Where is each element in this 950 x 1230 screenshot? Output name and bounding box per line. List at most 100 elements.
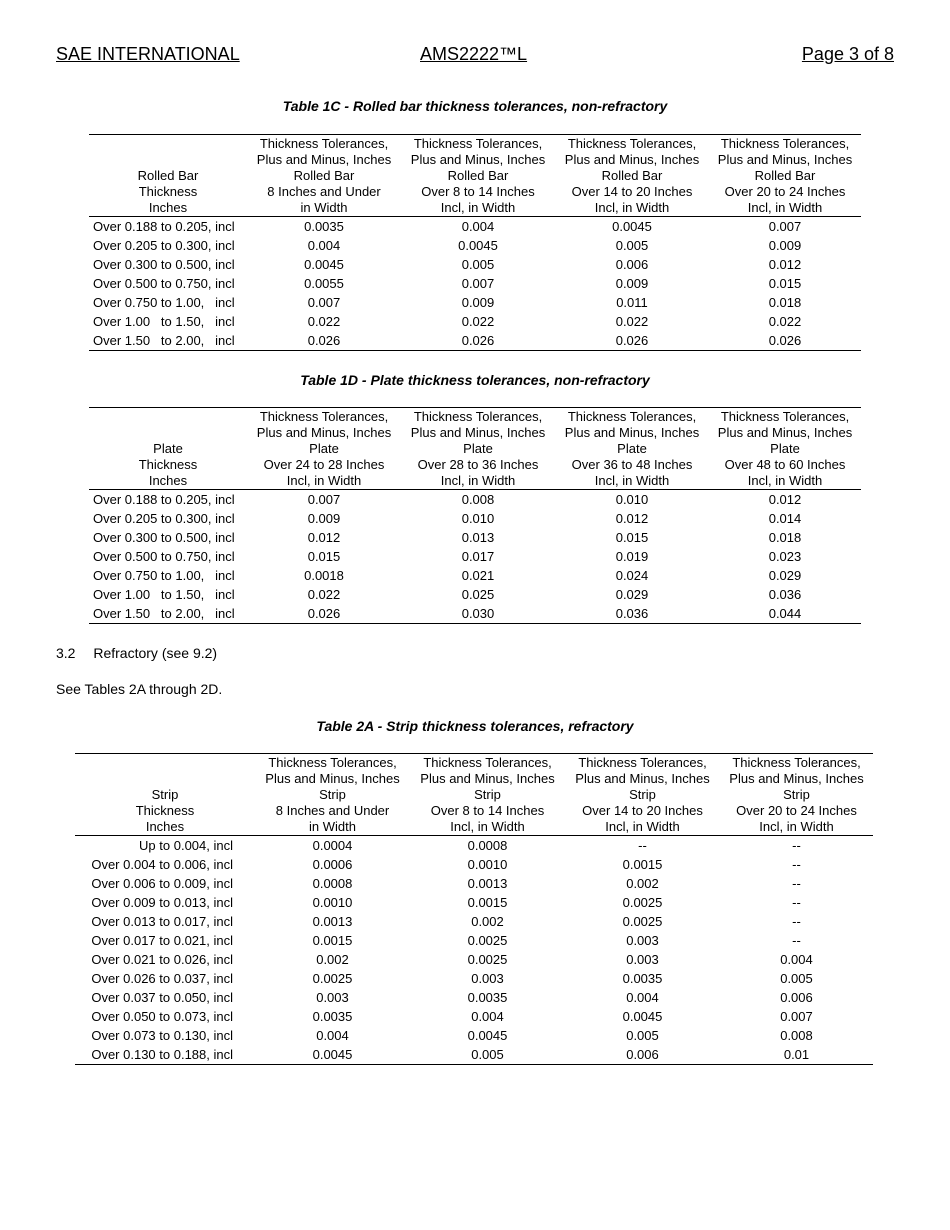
tolerance-cell: 0.0045 (458, 238, 498, 253)
table-row: Over 0.021 to 0.026, incl 0.002 0.0025 0.00… (75, 950, 873, 969)
column-header: Thickness Tolerances, Plus and Minus, Inc… (720, 753, 873, 836)
column-header-line: Thickness Tolerances, (720, 136, 850, 151)
tolerance-cell: 0.0004 (312, 838, 353, 853)
table-row: Over 0.500 to 0.750, incl 0.015 0.017 0.019… (89, 547, 861, 566)
tolerance-cell: 0.003 (471, 971, 504, 986)
tolerance-cell: 0.025 (461, 587, 495, 602)
column-header-line: Rolled Bar (137, 168, 199, 183)
tolerance-cell: 0.004 (316, 1028, 349, 1043)
thickness-range-cell: Over 0.188 to 0.205, incl (93, 219, 235, 234)
tolerance-cell: -- (638, 838, 647, 853)
column-header-line: Over 8 to 14 Inches (430, 803, 545, 818)
tolerance-cell: 0.006 (780, 990, 813, 1005)
table-row: Over 0.009 to 0.013, incl 0.0010 0.0015 0.0… (75, 893, 873, 912)
column-header-line: Thickness (138, 457, 198, 472)
tolerance-cell: 0.026 (247, 331, 401, 351)
column-header: Thickness Tolerances, Plus and Minus, Inc… (401, 134, 555, 217)
thickness-range-cell: Over 0.300 to 0.500, incl (93, 257, 235, 272)
tolerance-cell: 0.030 (401, 604, 555, 624)
thickness-range-cell: Over 0.073 to 0.130, incl (91, 1028, 233, 1043)
table-row: Over 1.00 to 1.50, incl 0.022 0.022 0.022 0.… (89, 312, 861, 331)
column-header-line: Incl, in Width (440, 200, 516, 215)
table-row: Over 0.026 to 0.037, incl 0.0025 0.003 0.00… (75, 969, 873, 988)
thickness-range-cell: Over 0.017 to 0.021, incl (91, 933, 233, 948)
tolerance-cell: 0.013 (461, 530, 495, 545)
table-1c-title: Table 1C - Rolled bar thickness toleranc… (282, 98, 668, 114)
column-header-line: Over 24 to 28 Inches (263, 457, 385, 472)
tolerance-cell: 0.003 (626, 933, 659, 948)
tolerance-cell: -- (792, 857, 801, 872)
tolerance-cell: 0.0015 (622, 857, 663, 872)
tolerance-cell: 0.024 (615, 568, 649, 583)
tolerance-cell: 0.011 (616, 295, 648, 310)
column-header-line: Over 14 to 20 Inches (571, 184, 693, 199)
tolerance-cell: 0.022 (615, 314, 649, 329)
tolerance-cell: -- (792, 933, 801, 948)
tolerance-cell: 0.008 (780, 1028, 813, 1043)
tolerance-cell: 0.0015 (467, 895, 508, 910)
thickness-range-cell: Up to 0.004, incl (139, 838, 233, 853)
table-row: Over 0.004 to 0.006, incl 0.0006 0.0010 0.0… (75, 855, 873, 874)
tolerance-cell: 0.0025 (467, 952, 508, 967)
header-row: Rolled Bar Thickness Inches Thickness Toler… (89, 134, 861, 217)
tolerance-cell: 0.017 (461, 549, 495, 564)
tolerance-cell: 0.0035 (622, 971, 663, 986)
tolerance-cell: 0.022 (307, 587, 341, 602)
column-header-line: 8 Inches and Under (275, 803, 390, 818)
column-header-line: Thickness Tolerances, (720, 409, 850, 424)
column-header-line: Thickness Tolerances, (413, 136, 543, 151)
table-row: Over 0.750 to 1.00, incl 0.007 0.009 0.011 0… (89, 293, 861, 312)
column-header-line: Incl, in Width (440, 473, 516, 488)
column-header-line: Rolled Bar (293, 168, 355, 183)
column-header-line: Over 36 to 48 Inches (571, 457, 693, 472)
column-header: Rolled Bar Thickness Inches (89, 134, 247, 217)
tolerance-cell: 0.012 (307, 530, 341, 545)
table-row: Over 0.017 to 0.021, incl 0.0015 0.0025 0.0… (75, 931, 873, 950)
header-row: Plate Thickness Inches Thickness Tolerances… (89, 407, 861, 490)
column-header-line: Rolled Bar (601, 168, 663, 183)
column-header: Thickness Tolerances, Plus and Minus, Inc… (247, 407, 401, 490)
table-row: Over 0.205 to 0.300, incl 0.009 0.010 0.012… (89, 509, 861, 528)
column-header-line: Thickness Tolerances, (413, 409, 543, 424)
tolerance-cell: 0.004 (471, 1009, 504, 1024)
column-header-line: Thickness (138, 184, 198, 199)
tolerance-cell: 0.002 (316, 952, 349, 967)
tolerance-cell: 0.007 (307, 492, 341, 507)
table-row: Over 1.00 to 1.50, incl 0.022 0.025 0.029 0.… (89, 585, 861, 604)
tolerance-cell: 0.009 (461, 295, 495, 310)
column-header-line: Plus and Minus, Inches (717, 425, 853, 440)
tolerance-cell: 0.006 (615, 257, 649, 272)
tolerance-cell: -- (792, 895, 801, 910)
header-page-number: Page 3 of 8 (801, 44, 894, 64)
tolerance-cell: 0.010 (615, 492, 649, 507)
column-header-line: Strip (783, 787, 810, 802)
thickness-range-cell: Over 0.037 to 0.050, incl (91, 990, 233, 1005)
tolerance-cell: 0.012 (615, 511, 649, 526)
table-row: Over 0.130 to 0.188, incl 0.0045 0.005 0.00… (75, 1045, 873, 1065)
tolerance-cell: 0.015 (615, 530, 649, 545)
column-header-line: Over 48 to 60 Inches (724, 457, 846, 472)
column-header-line: Inches (148, 473, 188, 488)
thickness-range-cell: Over 0.750 to 1.00, incl (93, 568, 235, 583)
table-row: Up to 0.004, incl 0.0004 0.0008 -- -- (75, 836, 873, 856)
table-row: Over 0.006 to 0.009, incl 0.0008 0.0013 0.0… (75, 874, 873, 893)
tolerance-cell: 0.0008 (467, 838, 508, 853)
section-heading: 3.2 Refractory (see 9.2) (56, 645, 217, 661)
thickness-range-cell: Over 0.500 to 0.750, incl (93, 549, 235, 564)
column-header-line: Thickness Tolerances, (259, 409, 389, 424)
tolerance-cell: 0.002 (471, 914, 504, 929)
tolerance-cell: 0.012 (768, 257, 802, 272)
tolerance-cell: 0.029 (768, 568, 802, 583)
column-header-line: Incl, in Width (594, 200, 670, 215)
tolerance-cell: 0.036 (768, 587, 802, 602)
tolerance-cell: 0.023 (768, 549, 802, 564)
table-row: Over 0.188 to 0.205, incl 0.007 0.008 0.010… (89, 490, 861, 510)
tolerance-cell: 0.0018 (304, 568, 344, 583)
tolerance-cell: 0.0015 (312, 933, 353, 948)
tolerance-cell: 0.026 (709, 331, 861, 351)
thickness-range-cell: Over 0.021 to 0.026, incl (91, 952, 233, 967)
tolerance-cell: 0.019 (615, 549, 649, 564)
tolerance-cell: 0.0025 (622, 914, 663, 929)
tolerance-cell: 0.003 (316, 990, 349, 1005)
column-header: Plate Thickness Inches (89, 407, 247, 490)
